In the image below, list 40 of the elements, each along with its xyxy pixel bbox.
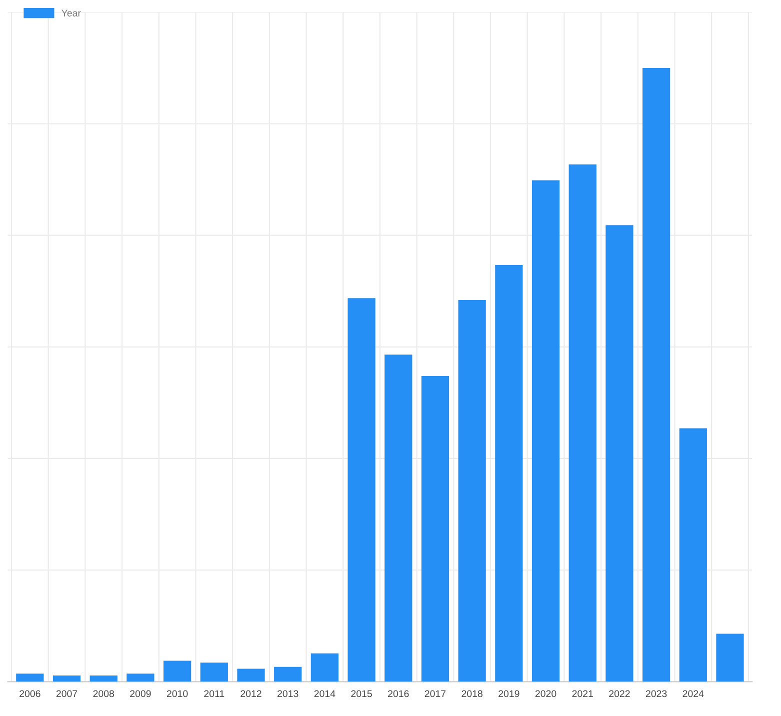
bar <box>16 674 44 682</box>
x-tick-label: 2013 <box>278 690 298 698</box>
bar <box>642 68 670 682</box>
bar <box>52 675 81 682</box>
bar <box>495 264 523 682</box>
x-tick-label: 2020 <box>535 690 556 698</box>
bar <box>310 653 339 682</box>
x-tick-label: 2018 <box>462 690 482 698</box>
bar <box>532 180 560 682</box>
bar <box>716 634 744 682</box>
x-tick-label: 2012 <box>240 690 262 698</box>
x-tick-label: 2014 <box>314 690 336 698</box>
x-tick-label: 2010 <box>166 690 188 698</box>
bar <box>606 225 634 682</box>
bar <box>384 354 412 682</box>
x-tick-label: 2009 <box>130 690 151 698</box>
x-tick-label: 2021 <box>572 690 593 698</box>
x-tick-label: 2016 <box>388 690 409 698</box>
bar <box>237 668 265 682</box>
bar <box>90 675 118 682</box>
x-tick-label: 2006 <box>20 690 40 698</box>
x-tick-label: 2007 <box>56 690 78 698</box>
x-tick-label: 2023 <box>646 690 667 698</box>
bar <box>163 660 192 682</box>
bar <box>421 376 450 682</box>
bar <box>568 164 596 682</box>
x-tick-label: 2019 <box>498 690 520 698</box>
x-tick-label: 2008 <box>93 690 114 698</box>
legend-label: Year <box>62 10 81 17</box>
x-tick-label: 2015 <box>351 690 372 698</box>
bar <box>126 674 154 682</box>
bar <box>274 666 302 682</box>
x-tick-label: 2024 <box>682 690 704 698</box>
x-tick-label: 2022 <box>609 690 630 698</box>
bar <box>458 300 486 682</box>
x-tick-label: 2011 <box>204 690 224 698</box>
bar <box>348 298 376 682</box>
x-tick-label: 2017 <box>424 690 446 698</box>
bar <box>200 662 228 682</box>
bar <box>679 428 707 682</box>
